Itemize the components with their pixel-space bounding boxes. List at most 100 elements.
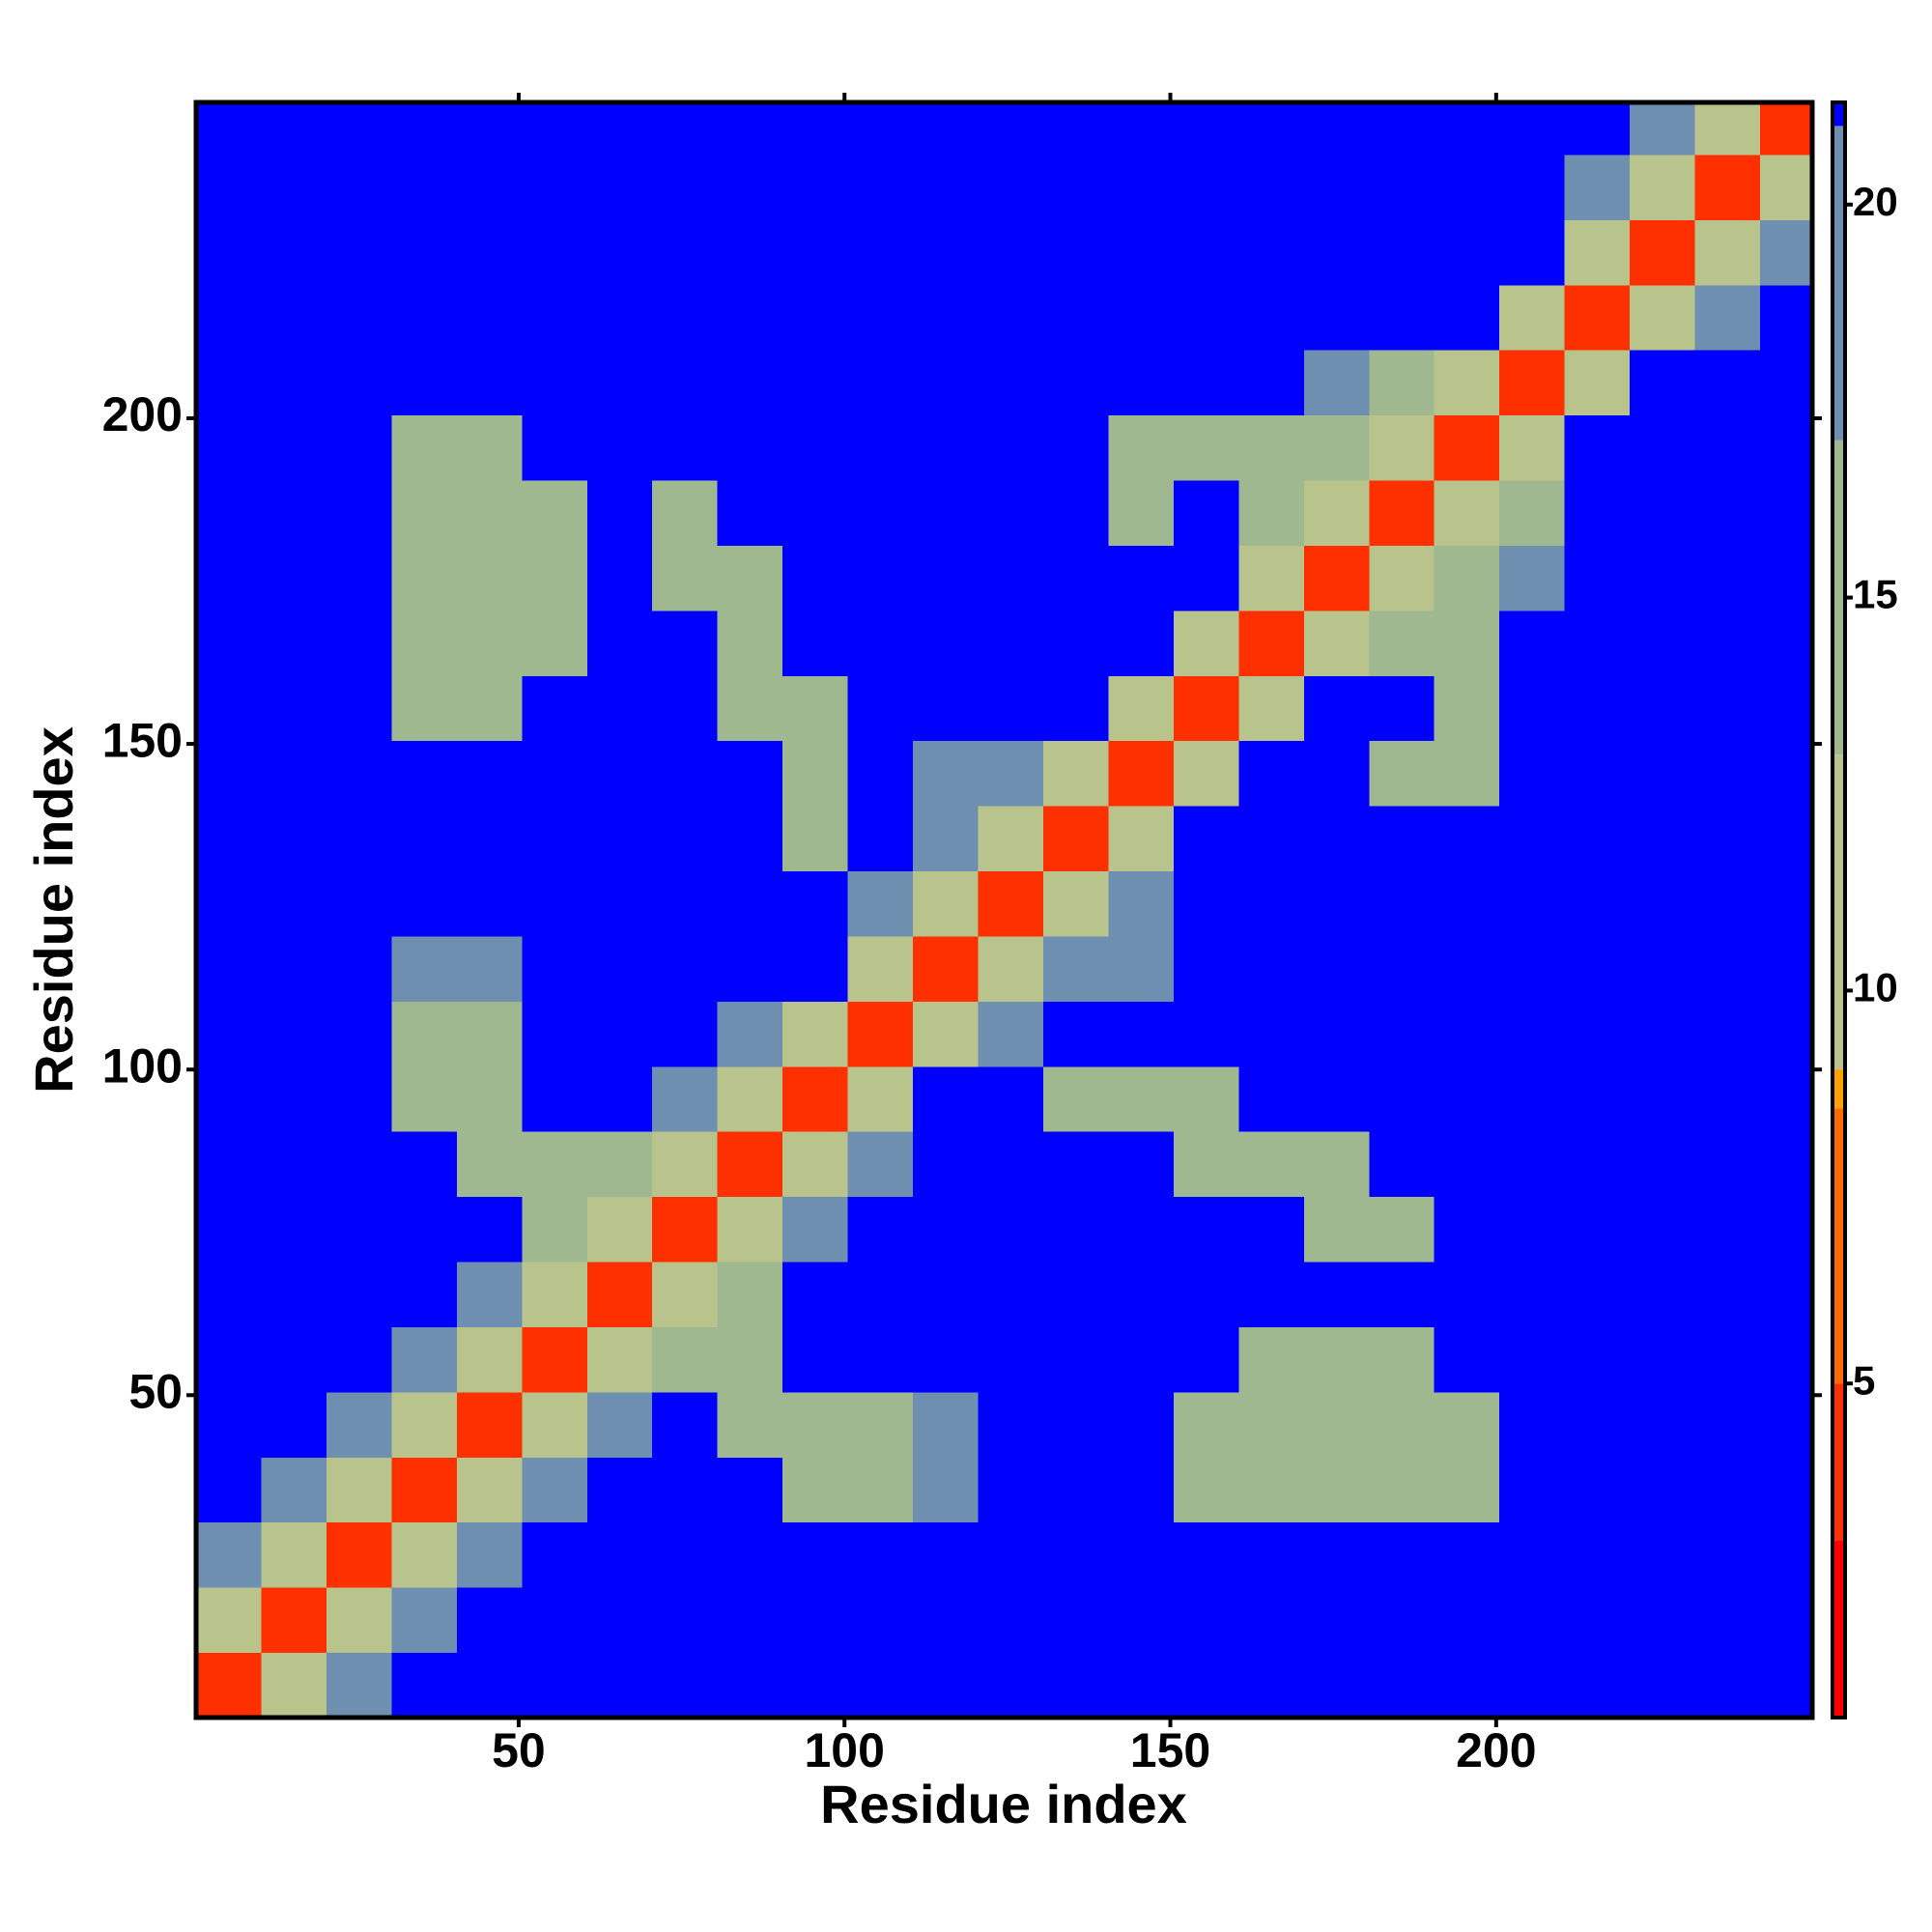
heatmap-cell <box>1694 1196 1761 1263</box>
heatmap-cell <box>847 740 914 807</box>
heatmap-cell <box>717 1391 783 1458</box>
heatmap-cell <box>1238 414 1305 481</box>
heatmap-cell <box>1173 1001 1239 1067</box>
heatmap-cell <box>456 414 523 481</box>
heatmap-cell <box>1499 284 1566 351</box>
heatmap-cell <box>1108 1262 1175 1327</box>
heatmap-cell <box>456 1326 523 1393</box>
heatmap-cell <box>913 154 980 220</box>
heatmap-cell <box>1173 284 1239 351</box>
heatmap-cell <box>1564 154 1631 220</box>
heatmap-cell <box>847 1065 914 1132</box>
heatmap-cell <box>652 1196 719 1263</box>
heatmap-cell <box>1173 1196 1239 1263</box>
heatmap-cell <box>1108 675 1175 742</box>
heatmap-cell <box>1694 1131 1761 1198</box>
heatmap-cell <box>1694 675 1761 742</box>
heatmap-cell <box>847 675 914 742</box>
heatmap-cell <box>326 675 392 742</box>
heatmap-cell <box>391 740 458 807</box>
heatmap-cell <box>1760 806 1813 872</box>
heatmap-cell <box>391 806 458 872</box>
heatmap-cell <box>913 350 980 416</box>
colorbar-tick-label: 5 <box>1853 1357 1875 1403</box>
heatmap-cell <box>261 870 327 937</box>
heatmap-cell <box>847 1196 914 1263</box>
heatmap-cell <box>1173 1457 1239 1523</box>
heatmap-cell <box>1630 480 1696 546</box>
heatmap-cell <box>1303 1587 1370 1654</box>
heatmap-cell <box>1303 1001 1370 1067</box>
heatmap-cell <box>1630 350 1696 416</box>
heatmap-cell <box>717 154 783 220</box>
heatmap-cell <box>1630 675 1696 742</box>
heatmap-cell <box>1694 1001 1761 1067</box>
heatmap-cell <box>1303 1196 1370 1263</box>
heatmap-cell <box>1630 1391 1696 1458</box>
heatmap-cell <box>1238 1131 1305 1198</box>
heatmap-cell <box>1238 1001 1305 1067</box>
heatmap-cell <box>1630 1065 1696 1132</box>
heatmap-cell <box>978 350 1044 416</box>
heatmap-cell <box>1042 154 1109 220</box>
heatmap-cell <box>1694 1065 1761 1132</box>
heatmap-cell <box>1434 480 1500 546</box>
heatmap-cell <box>652 870 719 937</box>
heatmap-cell <box>586 480 653 546</box>
heatmap-cell <box>261 102 327 156</box>
heatmap-cell <box>1369 480 1435 546</box>
heatmap-cell <box>456 806 523 872</box>
heatmap-cell <box>847 414 914 481</box>
heatmap-cell <box>586 1196 653 1263</box>
heatmap-cell <box>1630 1262 1696 1327</box>
heatmap-cell <box>1694 1262 1761 1327</box>
heatmap-cell <box>652 1587 719 1654</box>
heatmap-cell <box>782 102 849 156</box>
heatmap-cell <box>1499 1001 1566 1067</box>
heatmap-cell <box>196 806 262 872</box>
heatmap-cell <box>782 350 849 416</box>
heatmap-cell <box>456 1001 523 1067</box>
heatmap-cell <box>196 1391 262 1458</box>
heatmap-cell <box>1369 610 1435 676</box>
heatmap-cell <box>1303 102 1370 156</box>
heatmap-cell <box>522 1131 588 1198</box>
heatmap-cell <box>1630 154 1696 220</box>
heatmap-cell <box>456 610 523 676</box>
heatmap-cell <box>1238 1457 1305 1523</box>
heatmap-cell <box>782 610 849 676</box>
heatmap-cell <box>522 350 588 416</box>
heatmap-cell <box>196 1652 262 1719</box>
heatmap-cell <box>1173 350 1239 416</box>
heatmap-cell <box>652 806 719 872</box>
heatmap-cell <box>522 870 588 937</box>
heatmap-cell <box>1499 1652 1566 1719</box>
heatmap-cell <box>652 675 719 742</box>
heatmap-cell <box>1173 102 1239 156</box>
heatmap-cell <box>913 1326 980 1393</box>
heatmap-cell <box>1042 1326 1109 1393</box>
heatmap-cell <box>522 1652 588 1719</box>
heatmap-cell <box>1499 806 1566 872</box>
heatmap-cell <box>652 154 719 220</box>
heatmap-cell <box>717 1001 783 1067</box>
heatmap-cell <box>1630 740 1696 807</box>
heatmap-cell <box>1434 1652 1500 1719</box>
heatmap-cell <box>1303 350 1370 416</box>
heatmap-cell <box>978 1587 1044 1654</box>
x-tick-label: 150 <box>1130 1723 1210 1777</box>
heatmap-cell <box>261 740 327 807</box>
heatmap-cell <box>586 284 653 351</box>
heatmap-cell <box>1694 610 1761 676</box>
heatmap-cell <box>1238 1326 1305 1393</box>
heatmap-cell <box>1760 1391 1813 1458</box>
heatmap-cell <box>1303 545 1370 611</box>
heatmap-cell <box>1434 102 1500 156</box>
heatmap-cell <box>1369 1391 1435 1458</box>
heatmap-cell <box>1434 1262 1500 1327</box>
heatmap-cell <box>1760 1065 1813 1132</box>
heatmap-cell <box>782 545 849 611</box>
heatmap-cell <box>391 414 458 481</box>
heatmap-cell <box>1434 1065 1500 1132</box>
heatmap-cell <box>391 1587 458 1654</box>
